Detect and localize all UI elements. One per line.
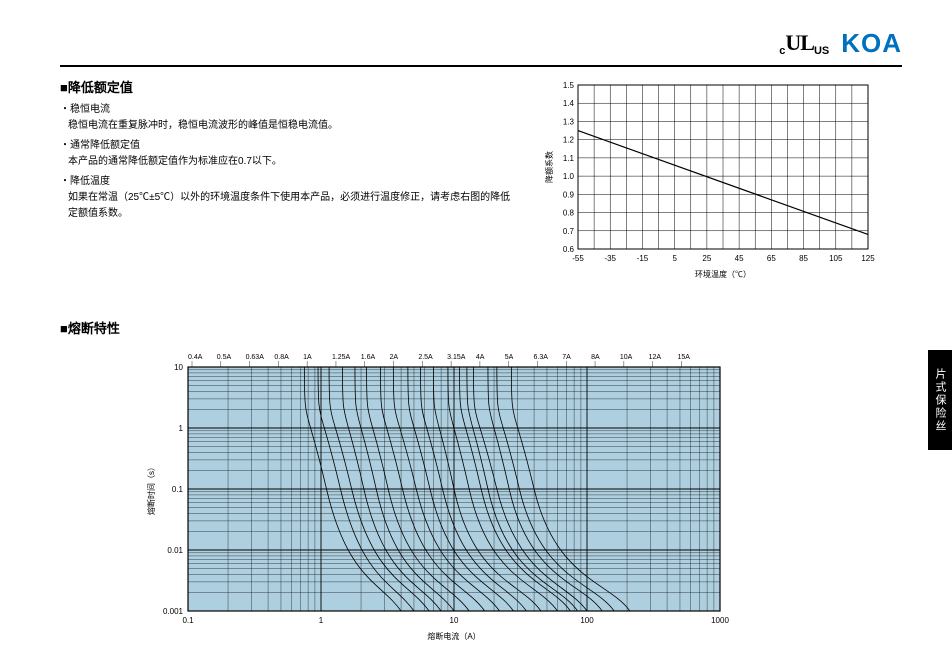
svg-text:熔断时间（s）: 熔断时间（s） [146,463,156,515]
svg-text:0.5A: 0.5A [217,354,232,361]
fusing-chart: 0.1 1 10 100 1000 0.001 0.01 0.1 1 10 熔断电流（A） 熔断时间（… [140,343,902,648]
svg-text:熔断电流（A）: 熔断电流（A） [427,631,480,641]
svg-text:5A: 5A [505,354,514,361]
page-header: cULUS KOA [60,28,902,59]
svg-text:1.6A: 1.6A [361,354,376,361]
svg-text:2A: 2A [390,354,399,361]
svg-text:105: 105 [829,254,843,263]
svg-text:7A: 7A [562,354,571,361]
svg-text:2.5A: 2.5A [418,354,433,361]
derating-text-column: ■降低额定值 稳恒电流 稳恒电流在重复脉冲时，稳恒电流波形的峰值是恒稳电流值。 … [60,77,520,226]
svg-text:85: 85 [799,254,808,263]
brand-logo: KOA [841,28,902,59]
svg-text:4A: 4A [476,354,485,361]
svg-text:0.01: 0.01 [167,546,183,555]
svg-text:1A: 1A [303,354,312,361]
svg-text:0.001: 0.001 [163,607,184,616]
svg-text:0.4A: 0.4A [188,354,203,361]
svg-text:15A: 15A [677,354,690,361]
svg-text:8A: 8A [591,354,600,361]
svg-text:0.8: 0.8 [563,209,575,218]
bullet2-body: 本产品的通常降低额定值作为标准应在0.7以下。 [68,154,520,170]
header-rule [60,65,902,67]
svg-text:1.0: 1.0 [563,172,575,181]
svg-text:0.1: 0.1 [172,485,184,494]
svg-text:1000: 1000 [711,616,729,625]
derating-bullets: 稳恒电流 稳恒电流在重复脉冲时，稳恒电流波形的峰值是恒稳电流值。 通常降低额定值… [60,102,520,222]
svg-text:1: 1 [179,424,184,433]
svg-text:3.15A: 3.15A [447,354,466,361]
svg-text:环境温度（℃）: 环境温度（℃） [695,269,751,279]
section-heading-derating: ■降低额定值 [60,77,520,96]
svg-text:125: 125 [861,254,875,263]
bullet3-body: 如果在常温（25℃±5℃）以外的环境温度条件下使用本产品，必须进行温度修正，请考… [68,190,520,222]
svg-text:-15: -15 [637,254,649,263]
derating-chart: 0.6 0.7 0.8 0.9 1.0 1.1 1.2 1.3 1.4 1.5 -55 -35 -15 5… [540,77,902,292]
svg-text:1.5: 1.5 [563,81,575,90]
svg-text:1: 1 [319,616,324,625]
svg-text:1.4: 1.4 [563,99,575,108]
fusing-section: ■熔断特性 0.1 1 10 100 1000 0.001 0.01 0.1 1 10 熔断电流（A… [60,318,902,648]
svg-text:6.3A: 6.3A [533,354,548,361]
svg-text:1.3: 1.3 [563,117,575,126]
svg-text:10: 10 [174,363,183,372]
svg-text:1.1: 1.1 [563,154,575,163]
svg-text:0.9: 0.9 [563,190,575,199]
svg-text:65: 65 [767,254,776,263]
svg-text:0.63A: 0.63A [246,354,265,361]
svg-text:12A: 12A [649,354,662,361]
datasheet-page: cULUS KOA ■降低额定值 稳恒电流 稳恒电流在重复脉冲时，稳恒电流波形的… [0,0,952,653]
bullet2-title: 通常降低额定值 [60,140,140,151]
ul-cert-mark: cULUS [779,30,829,57]
bullet1-body: 稳恒电流在重复脉冲时，稳恒电流波形的峰值是恒稳电流值。 [68,118,520,134]
bullet1-title: 稳恒电流 [60,104,110,115]
svg-text:-35: -35 [604,254,616,263]
svg-text:降额系数: 降额系数 [544,151,554,183]
bullet3-title: 降低温度 [60,176,110,187]
svg-text:0.8A: 0.8A [274,354,289,361]
svg-text:100: 100 [580,616,594,625]
svg-text:1.25A: 1.25A [332,354,351,361]
section-heading-fusing: ■熔断特性 [60,318,902,337]
svg-text:0.6: 0.6 [563,245,575,254]
svg-text:1.2: 1.2 [563,136,575,145]
svg-text:10: 10 [450,616,459,625]
svg-text:-55: -55 [572,254,584,263]
svg-text:0.1: 0.1 [182,616,194,625]
svg-text:25: 25 [702,254,711,263]
svg-text:10A: 10A [620,354,633,361]
side-tab: 片式保险丝 [928,350,952,450]
svg-text:45: 45 [735,254,744,263]
svg-text:0.7: 0.7 [563,227,575,236]
svg-text:5: 5 [672,254,677,263]
